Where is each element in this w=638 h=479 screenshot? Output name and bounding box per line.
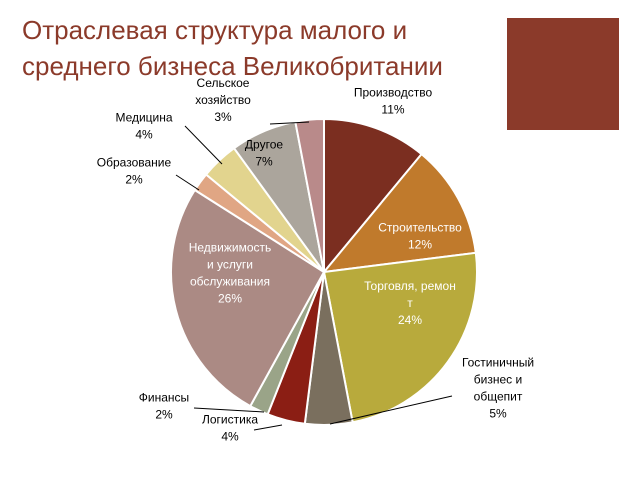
slice-label-line: 12%	[408, 238, 432, 252]
pie-slice	[294, 117, 325, 273]
leader-line	[193, 407, 265, 413]
slice-label-line: Финансы	[139, 391, 189, 405]
slice-label-line: 4%	[135, 128, 153, 142]
slice-label-line: Образование	[97, 156, 172, 170]
slice-label-line: Медицина	[115, 111, 172, 125]
slice-label-line: Недвижимость	[189, 241, 272, 255]
slice-label-line: 11%	[381, 103, 404, 117]
slice-label: Торговля, ремон т 24%	[364, 279, 456, 327]
slice-label-line: Другое	[245, 138, 283, 152]
slice-label-line: 3%	[214, 110, 232, 124]
slice-label: Логистика 4%	[202, 413, 258, 444]
slice-label-line: Сельское	[197, 76, 250, 90]
slice-label-line: Логистика	[202, 413, 258, 427]
leader-line	[175, 174, 200, 191]
slice-label: Сельское хозяйство 3%	[195, 76, 251, 124]
slice-label: Строительство 12%	[378, 221, 462, 252]
slice-label-line: 2%	[155, 408, 173, 422]
slide-title: Отраслевая структура малого и среднего б…	[22, 15, 443, 81]
slice-label-line: Гостиничный	[462, 356, 534, 370]
slice-label-line: Торговля, ремон	[364, 279, 456, 293]
leader-line	[184, 125, 223, 165]
slice-label-line: т	[407, 296, 413, 310]
slice-label-line: обслуживания	[190, 275, 270, 289]
slice-label: Гостиничный бизнес и общепит 5%	[462, 356, 534, 421]
slice-label-line: и услуги	[207, 258, 253, 272]
slice-label-line: 4%	[221, 430, 239, 444]
leader-line	[329, 395, 453, 425]
slice-label: Медицина 4%	[115, 111, 172, 142]
slice-label-line: 7%	[255, 155, 273, 169]
pie-slice	[323, 117, 423, 275]
pie-slice	[321, 152, 477, 274]
slice-label: Другое 7%	[245, 138, 283, 169]
slice-label-line: Строительство	[378, 221, 462, 235]
slice-label-line: 2%	[125, 173, 143, 187]
slice-label: Образование 2%	[97, 156, 172, 187]
leader-line	[269, 121, 310, 125]
slice-label-line: бизнес и	[474, 373, 522, 387]
slice-label-line: хозяйство	[195, 93, 251, 107]
pie-slice	[170, 188, 326, 408]
slice-label-line: общепит	[474, 390, 523, 404]
slice-label: Недвижимость и услуги обслуживания 26%	[189, 241, 272, 306]
slice-label-line: Производство	[354, 86, 433, 100]
slice-label: Финансы 2%	[139, 391, 189, 422]
leader-line	[253, 424, 283, 431]
slice-label-line: 26%	[218, 292, 242, 306]
slice-label-line: 24%	[398, 313, 422, 327]
slice-label: Производство 11%	[354, 86, 433, 117]
pie-slice	[322, 251, 478, 424]
accent-block	[507, 18, 619, 130]
slice-label-line: 5%	[489, 407, 507, 421]
